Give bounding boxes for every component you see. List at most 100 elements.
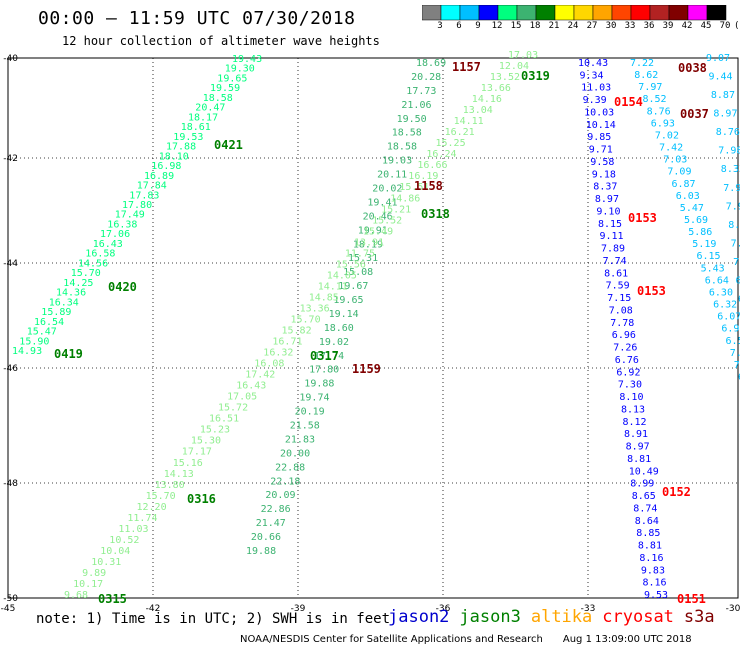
- pass-time-label: 0317: [310, 349, 339, 363]
- color-scale-label: 45: [700, 21, 712, 31]
- wave-height-value: 19.65: [333, 295, 363, 306]
- wave-height-value: 15.30: [191, 436, 221, 447]
- wave-height-value: 18.60: [324, 323, 354, 334]
- wave-height-value: 9.44: [709, 72, 733, 83]
- wave-height-value: 16.71: [272, 337, 302, 348]
- wave-height-value: 16.43: [236, 381, 266, 392]
- wave-height-value: 8.76: [716, 127, 740, 138]
- wave-height-value: 10.52: [109, 535, 139, 546]
- wave-height-value: 18.19: [353, 239, 383, 250]
- wave-height-value: 7.3: [730, 348, 740, 359]
- wave-height-value: 8.97: [626, 442, 650, 453]
- wave-height-value: 21.83: [285, 435, 315, 446]
- wave-height-value: 7.95: [723, 183, 740, 194]
- color-scale-label: 70: [719, 21, 731, 31]
- wave-height-value: 20.00: [280, 448, 310, 459]
- wave-height-value: 8.16: [639, 553, 663, 564]
- wave-height-value: 15.56: [336, 259, 366, 270]
- wave-height-value: 5.69: [684, 215, 708, 226]
- wave-height-value: 15.49: [363, 226, 393, 237]
- wave-height-value: 20.66: [251, 532, 281, 543]
- wave-height-value: 7.98: [718, 146, 740, 157]
- wave-height-value: 14.11: [454, 116, 484, 127]
- pass-time-label: 0319: [521, 69, 550, 83]
- wave-height-value: 18.61: [181, 122, 211, 133]
- wave-height-value: 17.03: [508, 50, 538, 61]
- page-subtitle: 12 hour collection of altimeter wave hei…: [62, 34, 380, 48]
- satellite-legend-item: jason3: [459, 607, 521, 627]
- wave-height-value: 8.81: [627, 454, 651, 465]
- wave-height-value: 7.15: [607, 293, 631, 304]
- wave-height-value: 6.7: [738, 372, 740, 383]
- pass-time-label: 0151: [677, 592, 706, 606]
- wave-height-value: 19.30: [225, 64, 255, 75]
- pass-time-label: 0420: [108, 280, 137, 294]
- wave-height-value: 14.16: [472, 94, 502, 105]
- x-tick-label: -45: [1, 604, 16, 614]
- wave-height-value: 7.26: [613, 343, 637, 354]
- wave-height-value: 7.30: [618, 380, 642, 391]
- wave-height-value: 17.74: [314, 351, 344, 362]
- wave-height-value: 16.89: [144, 171, 174, 182]
- wave-height-value: 11.03: [581, 83, 611, 94]
- wave-height-value: 8.81: [638, 541, 662, 552]
- wave-height-value: 20.19: [295, 407, 325, 418]
- color-scale-label: 30: [605, 21, 617, 31]
- wave-height-value: 10.04: [100, 546, 130, 557]
- wave-height-value: 13.80: [155, 480, 185, 491]
- wave-height-value: 8.52: [643, 94, 667, 105]
- wave-height-value: 10.43: [578, 58, 608, 69]
- wave-height-value: 8.13: [621, 404, 645, 415]
- wave-height-value: 20.28: [411, 72, 441, 83]
- color-scale-label: 24: [567, 21, 579, 31]
- wave-height-value: 15.82: [282, 326, 312, 337]
- wave-height-value: 13.91: [354, 237, 384, 248]
- wave-height-value: 8.87: [711, 90, 735, 101]
- color-scale-label: 12: [491, 21, 503, 31]
- wave-height-value: 16.21: [445, 127, 475, 138]
- wave-height-value: 15.16: [173, 458, 203, 469]
- wave-height-value: 21.58: [290, 421, 320, 432]
- pass-time-label: 0419: [54, 347, 83, 361]
- color-scale-label: 27: [586, 21, 598, 31]
- wave-height-value: 16.51: [209, 414, 239, 425]
- wave-height-value: 8.04: [728, 220, 740, 231]
- wave-height-value: 15.25: [436, 138, 466, 149]
- wave-height-value: 19.50: [397, 114, 427, 125]
- pass-time-label: 1159: [352, 362, 381, 376]
- wave-height-value: 14.05: [327, 270, 357, 281]
- wave-height-value: 15.51: [399, 182, 429, 193]
- wave-height-value: 7.97: [638, 82, 662, 93]
- wave-height-value: 15.90: [19, 336, 49, 347]
- satellite-legend-item: cryosat: [602, 607, 674, 627]
- wave-height-value: 17.80: [122, 200, 152, 211]
- wave-height-value: 12.04: [499, 61, 529, 72]
- wave-height-value: 17.80: [309, 365, 339, 376]
- wave-height-value: 19.02: [319, 337, 349, 348]
- wave-height-value: 13.52: [490, 72, 520, 83]
- pass-time-label: 0153: [637, 284, 666, 298]
- wave-height-value: 19.65: [217, 74, 247, 85]
- wave-height-value: 5.47: [680, 203, 704, 214]
- wave-height-value: 15.21: [381, 204, 411, 215]
- color-scale-label: 3: [437, 21, 443, 31]
- wave-height-value: 6.3: [738, 294, 740, 305]
- pass-time-label: 0154: [614, 95, 643, 109]
- wave-height-value: 7.74: [603, 256, 627, 267]
- wave-height-value: 8.74: [633, 503, 657, 514]
- color-swatch: [706, 5, 727, 21]
- wave-height-value: 13.66: [481, 83, 511, 94]
- wave-height-value: 15.70: [146, 491, 176, 502]
- wave-height-value: 7.20: [733, 257, 740, 268]
- wave-height-value: 6.7: [736, 276, 740, 287]
- wave-height-value: 5.19: [692, 239, 716, 250]
- wave-height-value: 16.19: [408, 171, 438, 182]
- wave-height-value: 8.64: [635, 516, 659, 527]
- y-tick-label: -42: [3, 154, 18, 164]
- wave-height-value: 9.53: [644, 590, 668, 601]
- wave-height-value: 16.24: [426, 149, 456, 160]
- x-tick-label: -42: [146, 604, 161, 614]
- wave-height-value: 7.08: [609, 305, 633, 316]
- y-tick-label: -48: [3, 479, 18, 489]
- wave-height-value: 6.30: [709, 288, 733, 299]
